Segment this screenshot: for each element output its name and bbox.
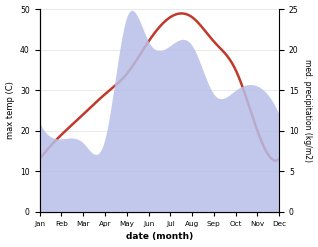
X-axis label: date (month): date (month) bbox=[126, 232, 193, 242]
Y-axis label: med. precipitation (kg/m2): med. precipitation (kg/m2) bbox=[303, 59, 313, 162]
Y-axis label: max temp (C): max temp (C) bbox=[5, 82, 15, 139]
